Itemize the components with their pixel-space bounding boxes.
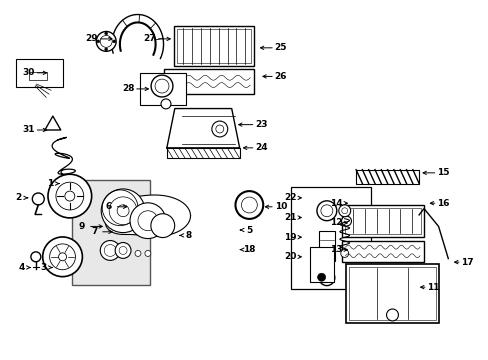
Text: 11: 11 bbox=[427, 283, 439, 292]
Text: 24: 24 bbox=[255, 143, 267, 152]
Text: 19: 19 bbox=[284, 233, 296, 242]
Bar bbox=[346, 264, 438, 323]
Text: 7: 7 bbox=[91, 227, 97, 236]
Circle shape bbox=[135, 251, 141, 256]
Polygon shape bbox=[166, 109, 239, 148]
Circle shape bbox=[235, 191, 263, 219]
Circle shape bbox=[100, 240, 120, 260]
Text: 10: 10 bbox=[274, 202, 286, 211]
Text: 14: 14 bbox=[330, 199, 342, 208]
Circle shape bbox=[317, 273, 325, 281]
Circle shape bbox=[97, 40, 100, 43]
Text: 8: 8 bbox=[185, 231, 191, 240]
Circle shape bbox=[119, 247, 127, 255]
Circle shape bbox=[340, 249, 348, 257]
Bar bbox=[355, 170, 418, 184]
Text: 9: 9 bbox=[79, 222, 85, 231]
Text: 2: 2 bbox=[16, 193, 22, 202]
Text: 3: 3 bbox=[40, 263, 46, 272]
Circle shape bbox=[104, 244, 116, 256]
Circle shape bbox=[50, 244, 75, 270]
Circle shape bbox=[115, 243, 131, 258]
Circle shape bbox=[320, 205, 332, 217]
Circle shape bbox=[138, 211, 158, 231]
Circle shape bbox=[59, 253, 66, 261]
Circle shape bbox=[161, 99, 171, 109]
Text: 6: 6 bbox=[105, 202, 112, 211]
Circle shape bbox=[109, 197, 137, 225]
Text: 31: 31 bbox=[22, 126, 35, 135]
Circle shape bbox=[241, 197, 257, 213]
Circle shape bbox=[117, 205, 129, 217]
Circle shape bbox=[318, 270, 334, 285]
Polygon shape bbox=[45, 116, 61, 130]
Circle shape bbox=[31, 252, 41, 262]
Text: 29: 29 bbox=[85, 35, 98, 44]
Circle shape bbox=[341, 216, 351, 226]
Circle shape bbox=[112, 40, 115, 43]
Text: 20: 20 bbox=[284, 252, 296, 261]
Bar bbox=[164, 69, 254, 94]
Bar bbox=[72, 180, 150, 285]
Bar bbox=[341, 241, 423, 262]
Circle shape bbox=[322, 274, 330, 282]
Circle shape bbox=[32, 193, 44, 205]
Circle shape bbox=[104, 48, 107, 51]
Bar bbox=[309, 247, 333, 282]
Text: 22: 22 bbox=[284, 193, 296, 202]
Circle shape bbox=[130, 203, 165, 239]
Circle shape bbox=[48, 174, 91, 218]
Polygon shape bbox=[105, 195, 190, 237]
Circle shape bbox=[338, 205, 350, 217]
Text: 26: 26 bbox=[274, 72, 286, 81]
Text: 25: 25 bbox=[274, 43, 286, 52]
Circle shape bbox=[65, 191, 75, 201]
Text: 27: 27 bbox=[143, 35, 156, 44]
Circle shape bbox=[211, 121, 227, 137]
Bar bbox=[344, 208, 420, 234]
Text: 4: 4 bbox=[18, 263, 24, 272]
Bar bbox=[348, 267, 435, 320]
Bar bbox=[341, 205, 423, 237]
Bar bbox=[290, 187, 370, 289]
Circle shape bbox=[100, 35, 112, 48]
Text: 13: 13 bbox=[330, 245, 342, 254]
Text: 5: 5 bbox=[246, 225, 252, 234]
Text: 23: 23 bbox=[255, 120, 267, 129]
Bar bbox=[177, 30, 251, 63]
Text: 16: 16 bbox=[436, 199, 449, 208]
Circle shape bbox=[151, 214, 174, 238]
Circle shape bbox=[341, 208, 347, 214]
Circle shape bbox=[215, 125, 224, 133]
Circle shape bbox=[151, 75, 173, 97]
Text: 21: 21 bbox=[284, 213, 296, 222]
Text: 30: 30 bbox=[22, 68, 35, 77]
Circle shape bbox=[101, 189, 144, 233]
Circle shape bbox=[155, 79, 169, 93]
Circle shape bbox=[386, 309, 398, 321]
Circle shape bbox=[144, 251, 151, 256]
Circle shape bbox=[316, 201, 336, 221]
Text: 15: 15 bbox=[436, 168, 449, 177]
Text: 12: 12 bbox=[330, 219, 342, 228]
Circle shape bbox=[104, 32, 107, 35]
Bar bbox=[140, 73, 186, 105]
Bar bbox=[174, 26, 254, 66]
Text: 28: 28 bbox=[122, 84, 134, 93]
Bar bbox=[318, 231, 334, 261]
Circle shape bbox=[96, 31, 116, 51]
Bar bbox=[29, 72, 47, 80]
Text: 1: 1 bbox=[47, 179, 53, 188]
Bar bbox=[166, 148, 239, 158]
Text: 17: 17 bbox=[461, 258, 473, 267]
Circle shape bbox=[42, 237, 82, 276]
Bar bbox=[17, 59, 62, 87]
Circle shape bbox=[56, 182, 83, 210]
Text: 18: 18 bbox=[243, 245, 255, 254]
